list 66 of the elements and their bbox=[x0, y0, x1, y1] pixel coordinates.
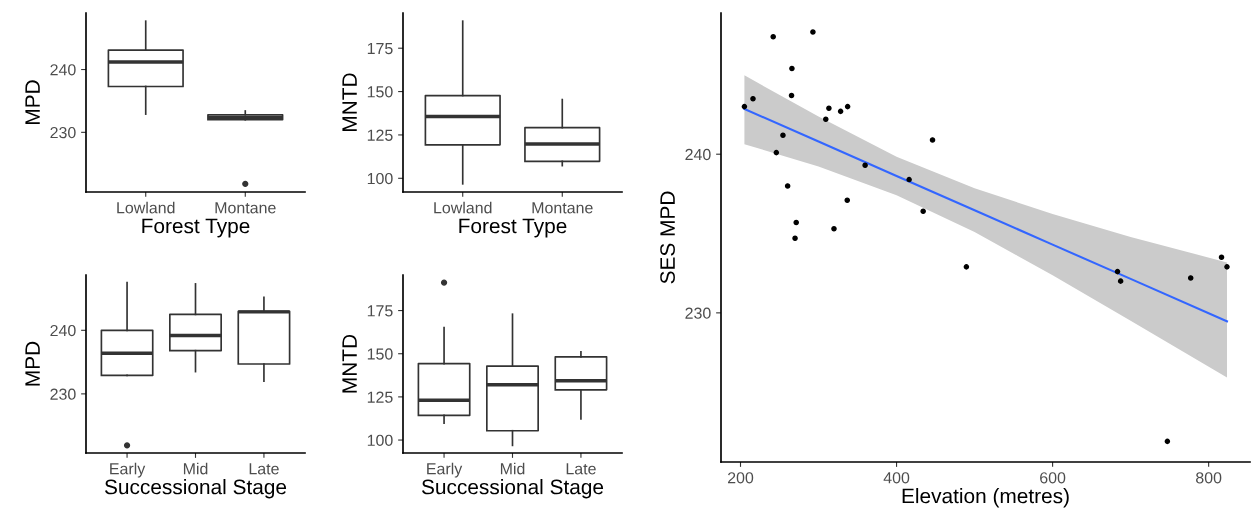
point bbox=[823, 116, 829, 123]
point bbox=[1164, 438, 1171, 445]
x-tick-label: Early bbox=[427, 462, 463, 478]
y-axis-title: SES MPD bbox=[660, 191, 675, 284]
x-axis-title: Forest Type bbox=[459, 218, 567, 238]
point bbox=[1117, 278, 1124, 284]
point bbox=[862, 162, 868, 169]
x-tick-label: Montane bbox=[215, 202, 276, 214]
point bbox=[906, 176, 912, 183]
y-tick-label: 230 bbox=[685, 307, 711, 319]
y-tick-label: 230 bbox=[50, 388, 76, 400]
point bbox=[1224, 264, 1230, 270]
y-tick-label: 125 bbox=[367, 391, 393, 403]
y-tick-label: 175 bbox=[367, 43, 393, 55]
x-axis-title: Successional Stage bbox=[104, 479, 287, 499]
point bbox=[789, 65, 795, 72]
point bbox=[810, 29, 816, 35]
x-tick-label: Mid bbox=[500, 462, 525, 475]
point bbox=[780, 132, 786, 138]
y-tick-label: 175 bbox=[367, 305, 393, 317]
y-tick-label: 240 bbox=[50, 64, 76, 76]
point bbox=[844, 103, 851, 110]
y-tick-label: 125 bbox=[367, 129, 393, 141]
x-tick-label: 800 bbox=[1196, 472, 1222, 484]
x-tick-label: Early bbox=[110, 462, 146, 478]
y-tick-label: 230 bbox=[50, 126, 76, 139]
y-tick-label: 100 bbox=[367, 434, 393, 446]
point bbox=[831, 225, 837, 232]
x-axis-title: Elevation (metres) bbox=[902, 488, 1069, 508]
point bbox=[741, 103, 748, 110]
y-tick-label: 150 bbox=[367, 86, 393, 98]
x-tick-label: Late bbox=[249, 463, 279, 475]
y-tick-label: 100 bbox=[367, 172, 393, 185]
point bbox=[793, 219, 799, 226]
point bbox=[920, 208, 926, 215]
point bbox=[750, 95, 756, 102]
x-tick-label: 200 bbox=[727, 472, 754, 484]
point bbox=[770, 34, 776, 40]
point bbox=[784, 183, 791, 189]
y-axis-title: MPD bbox=[25, 341, 40, 386]
point bbox=[1218, 254, 1225, 261]
y-axis-title: MPD bbox=[25, 80, 40, 124]
x-tick-label: Mid bbox=[183, 462, 208, 475]
point bbox=[1187, 275, 1194, 281]
y-axis-title: MNTD bbox=[342, 73, 357, 131]
point bbox=[1114, 268, 1121, 275]
point bbox=[788, 92, 795, 99]
point bbox=[792, 235, 798, 242]
x-tick-label: 600 bbox=[1040, 472, 1066, 484]
y-tick-label: 240 bbox=[50, 324, 76, 337]
point bbox=[837, 108, 844, 115]
x-tick-label: Late bbox=[566, 463, 596, 475]
x-tick-label: Lowland bbox=[434, 201, 492, 214]
point bbox=[963, 264, 970, 270]
x-axis-title: Forest Type bbox=[142, 218, 250, 238]
y-tick-label: 150 bbox=[367, 348, 393, 360]
point bbox=[844, 197, 851, 203]
point bbox=[826, 105, 832, 111]
y-tick-label: 240 bbox=[685, 148, 711, 161]
point bbox=[929, 137, 936, 143]
x-tick-label: 400 bbox=[883, 472, 910, 484]
x-tick-label: Montane bbox=[532, 202, 593, 214]
point bbox=[773, 149, 780, 156]
y-axis-title: MNTD bbox=[342, 334, 357, 393]
x-axis-title: Successional Stage bbox=[421, 479, 604, 499]
x-tick-label: Lowland bbox=[117, 201, 175, 214]
